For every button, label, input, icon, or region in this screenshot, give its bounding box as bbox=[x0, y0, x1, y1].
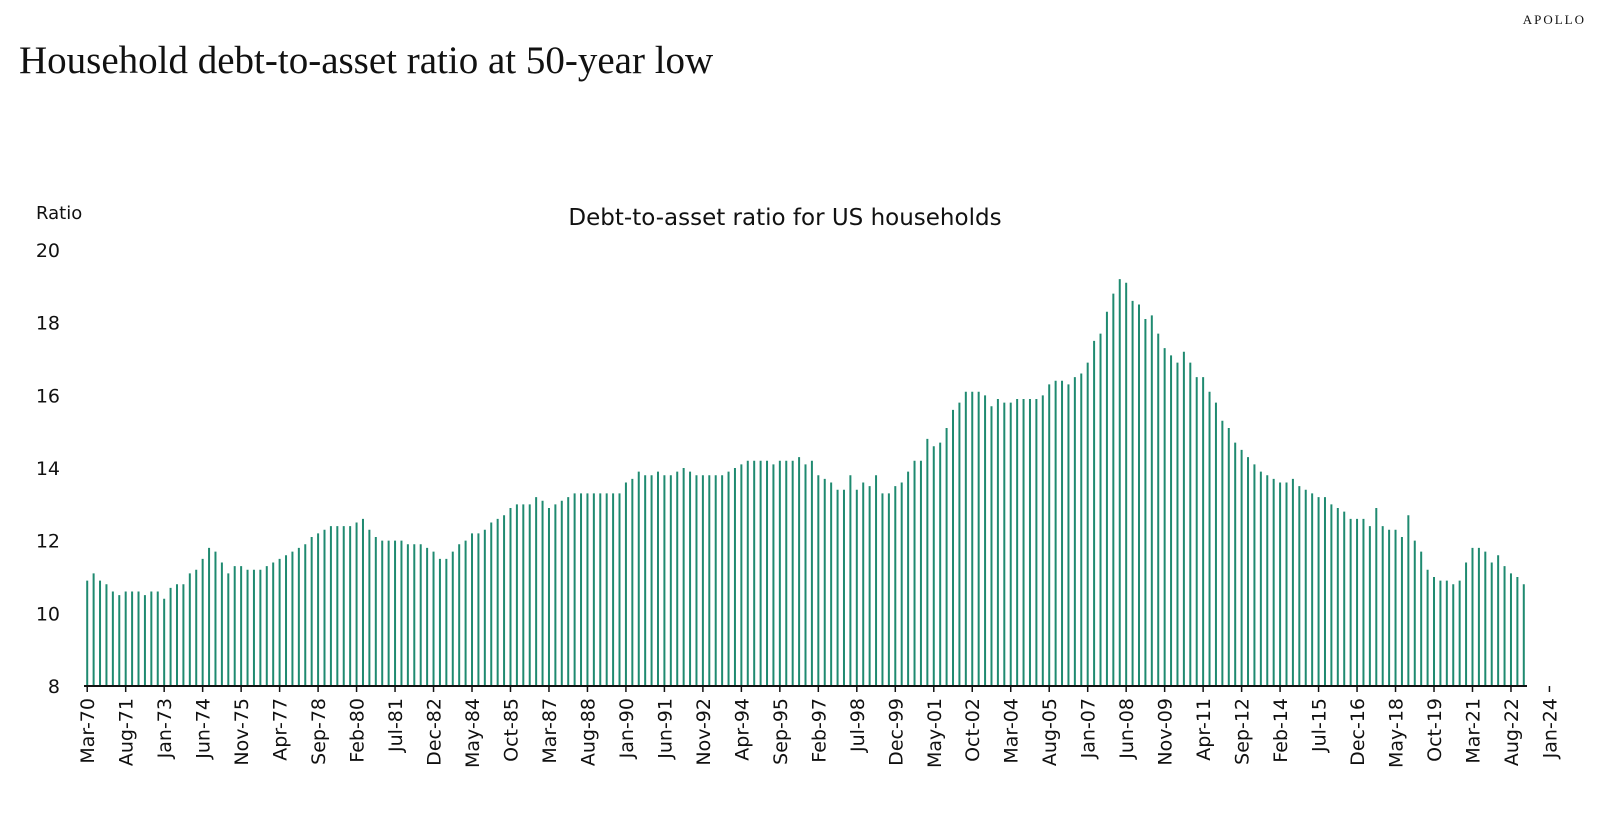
x-tick-label: Jan-73 bbox=[154, 698, 176, 759]
x-tick-label: Mar-21 bbox=[1463, 698, 1485, 764]
y-axis-ticks: 8 10 12 14 16 18 20 bbox=[36, 240, 60, 698]
bars-group bbox=[86, 279, 1525, 686]
x-tick-label: Feb-97 bbox=[808, 698, 830, 763]
x-tick-label: Aug-22 bbox=[1501, 698, 1523, 766]
x-tick-label: May-18 bbox=[1386, 698, 1408, 768]
x-tick-label: Nov-92 bbox=[693, 698, 715, 766]
x-tick-label: Jan-07 bbox=[1078, 698, 1100, 759]
x-axis-ticks: Mar-70 Aug-71 Jan-73 Jun-74 Nov-75 Apr-77 Sep-… bbox=[77, 686, 1561, 768]
x-tick-label: Jun-91 bbox=[654, 698, 676, 760]
x-tick-label: Feb-14 bbox=[1270, 698, 1292, 763]
x-tick-label: Jul-15 bbox=[1309, 698, 1331, 753]
x-tick-label: May-01 bbox=[924, 698, 946, 768]
x-tick-label: Mar-70 bbox=[77, 698, 99, 764]
x-tick-label: Feb-80 bbox=[347, 698, 369, 763]
x-tick-label: Jan-90 bbox=[616, 698, 638, 759]
page-title: Household debt-to-asset ratio at 50-year… bbox=[19, 39, 714, 82]
x-tick-label: Oct-19 bbox=[1424, 698, 1446, 762]
x-tick-label: Apr-94 bbox=[731, 698, 753, 761]
x-tick-label: Sep-78 bbox=[308, 698, 330, 765]
x-tick-label: Jul-98 bbox=[847, 698, 869, 753]
x-tick-label: Oct-02 bbox=[962, 698, 984, 762]
y-tick-label: 8 bbox=[48, 676, 60, 698]
x-tick-label: Dec-82 bbox=[424, 698, 446, 766]
x-tick-label: Jul-81 bbox=[385, 698, 407, 753]
x-tick-label: Jan-24 bbox=[1539, 698, 1561, 759]
x-tick-label: Mar-04 bbox=[1001, 698, 1023, 764]
x-tick-label: Jun-08 bbox=[1116, 698, 1138, 760]
x-tick-label: Sep-12 bbox=[1232, 698, 1254, 765]
y-tick-label: 18 bbox=[36, 313, 60, 335]
y-axis-label: Ratio bbox=[36, 203, 82, 224]
y-tick-label: 14 bbox=[36, 458, 60, 480]
x-tick-label: Aug-88 bbox=[577, 698, 599, 766]
x-tick-label: Apr-11 bbox=[1193, 698, 1215, 761]
x-tick-label: Jun-74 bbox=[193, 698, 215, 760]
x-tick-label: May-84 bbox=[462, 698, 484, 768]
x-tick-label: Oct-85 bbox=[501, 698, 523, 762]
x-tick-label: Nov-09 bbox=[1155, 698, 1177, 766]
y-tick-label: 10 bbox=[36, 603, 60, 625]
x-tick-label: Sep-95 bbox=[770, 698, 792, 765]
y-tick-label: 20 bbox=[36, 240, 60, 262]
x-tick-label: Dec-99 bbox=[885, 698, 907, 766]
x-tick-label: Apr-77 bbox=[270, 698, 292, 761]
x-tick-label: Mar-87 bbox=[539, 698, 561, 764]
brand-logo: APOLLO bbox=[1522, 12, 1586, 27]
x-tick-label: Dec-16 bbox=[1347, 698, 1369, 766]
x-tick-label: Aug-71 bbox=[116, 698, 138, 766]
y-tick-label: 12 bbox=[36, 531, 60, 553]
y-tick-label: 16 bbox=[36, 385, 60, 407]
chart-title: Debt-to-asset ratio for US households bbox=[568, 205, 1001, 231]
x-tick-label: Aug-05 bbox=[1039, 698, 1061, 766]
x-tick-label: Nov-75 bbox=[231, 698, 253, 766]
